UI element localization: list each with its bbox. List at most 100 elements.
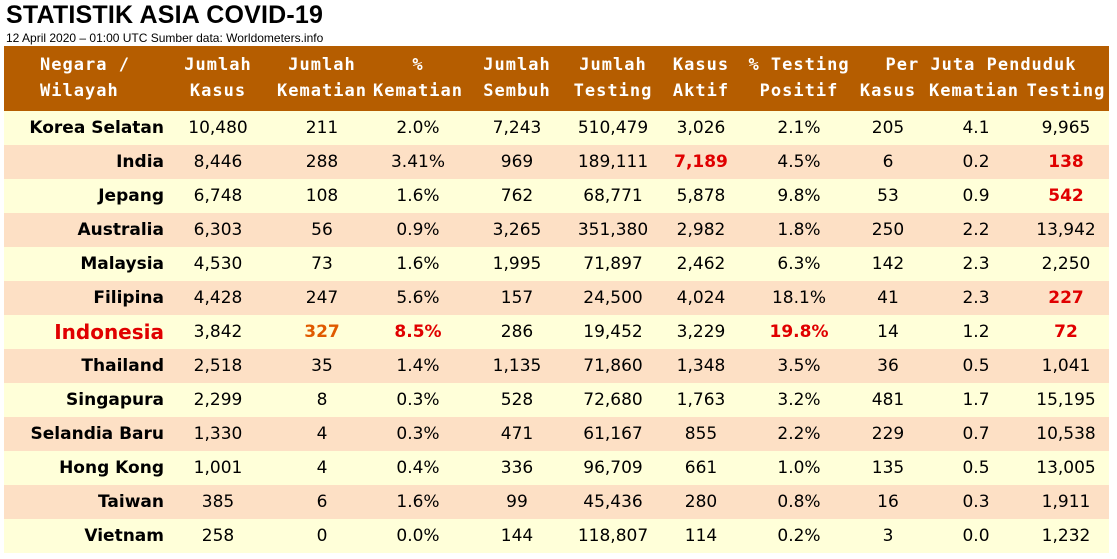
cell-pm-tests: 1,911 <box>1041 492 1091 512</box>
cell-pm-cases: 250 <box>871 220 905 240</box>
cell-active: 4,024 <box>676 288 726 308</box>
header-per-million: Per Juta Penduduk <box>885 55 1077 75</box>
cell-cases: 6,303 <box>193 220 243 240</box>
cell-active: 5,878 <box>676 186 726 206</box>
cell-pm-tests: 9,965 <box>1041 118 1091 138</box>
cell-pm-tests: 72 <box>1054 322 1078 342</box>
header-pm-deaths: Kematian <box>929 78 1019 104</box>
cell-pm-tests: 15,195 <box>1036 390 1096 410</box>
cell-active: 7,189 <box>674 152 728 172</box>
cell-pm-tests: 227 <box>1048 288 1084 308</box>
cell-pm-deaths: 0.0 <box>962 526 990 546</box>
cell-recovered: 1,135 <box>492 356 542 376</box>
cell-cases: 3,842 <box>193 322 243 342</box>
header-cases-line2: Kasus <box>189 81 247 101</box>
cell-pm-deaths: 4.1 <box>962 118 990 138</box>
cell-deaths: 4 <box>316 458 328 478</box>
cell-active: 1,763 <box>676 390 726 410</box>
cell-recovered: 528 <box>500 390 534 410</box>
header-deaths-line2: Kematian <box>277 81 367 101</box>
cell-pm-cases: 3 <box>882 526 894 546</box>
cell-tests: 510,479 <box>577 118 649 138</box>
cell-country: Malaysia <box>80 254 164 274</box>
table-row: Australia 6,303 56 0.9% 3,265 351,380 2,982 1.8… <box>4 213 1109 247</box>
cell-tests: 118,807 <box>577 526 649 546</box>
header-country: Negara / Wilayah <box>40 52 130 104</box>
table-row: Filipina 4,428 247 5.6% 157 24,500 4,024 18.1% 4… <box>4 281 1109 315</box>
header-country-line2: Wilayah <box>40 81 119 101</box>
cell-country: Korea Selatan <box>29 118 164 138</box>
cell-pm-deaths: 1.2 <box>962 322 990 342</box>
table-header: Negara / Wilayah Jumlah Kasus Jumlah Kem… <box>4 46 1109 111</box>
table-row: Jepang 6,748 108 1.6% 762 68,771 5,878 9.8% 53 0.… <box>4 179 1109 213</box>
cell-pm-cases: 41 <box>877 288 899 308</box>
cell-active: 661 <box>684 458 718 478</box>
cell-pm-cases: 229 <box>871 424 905 444</box>
header-death-pct-line1: % <box>412 55 424 75</box>
cell-deaths: 56 <box>311 220 333 240</box>
header-active-line1: Kasus <box>672 55 730 75</box>
cell-deaths: 288 <box>305 152 339 172</box>
header-deaths-line1: Jumlah <box>288 55 356 75</box>
cell-recovered: 3,265 <box>492 220 542 240</box>
cell-positive-pct: 1.0% <box>777 458 821 478</box>
table-body: Korea Selatan 10,480 211 2.0% 7,243 510,479 3,… <box>4 111 1109 553</box>
header-active-line2: Aktif <box>672 81 730 101</box>
cell-cases: 1,001 <box>193 458 243 478</box>
cell-pm-cases: 36 <box>877 356 899 376</box>
cell-tests: 68,771 <box>583 186 643 206</box>
table-row: India 8,446 288 3.41% 969 189,111 7,189 4.5% 6 0.… <box>4 145 1109 179</box>
cell-country: Indonesia <box>54 320 164 344</box>
header-pm-tests: Testing <box>1027 78 1106 104</box>
cell-country: Taiwan <box>98 492 164 512</box>
cell-pm-deaths: 2.3 <box>962 288 990 308</box>
cell-pm-cases: 53 <box>877 186 899 206</box>
cell-recovered: 762 <box>500 186 534 206</box>
cell-country: Singapura <box>66 390 164 410</box>
cell-recovered: 99 <box>506 492 528 512</box>
cell-tests: 19,452 <box>583 322 643 342</box>
cell-death-pct: 5.6% <box>396 288 440 308</box>
header-pm-tests-label: Testing <box>1026 81 1106 101</box>
cell-positive-pct: 3.5% <box>777 356 821 376</box>
header-positive-pct: % Testing Positif <box>748 52 849 104</box>
cell-death-pct: 0.9% <box>396 220 440 240</box>
cell-country: India <box>116 152 164 172</box>
cell-pm-cases: 142 <box>871 254 905 274</box>
cell-pm-deaths: 2.3 <box>962 254 990 274</box>
cell-cases: 2,518 <box>193 356 243 376</box>
cell-tests: 61,167 <box>583 424 643 444</box>
cell-active: 3,026 <box>676 118 726 138</box>
cell-country: Filipina <box>93 288 164 308</box>
header-pm-cases: Kasus <box>860 78 916 104</box>
cell-positive-pct: 6.3% <box>777 254 821 274</box>
cell-cases: 6,748 <box>193 186 243 206</box>
cell-death-pct: 3.41% <box>390 152 446 172</box>
cell-tests: 96,709 <box>583 458 643 478</box>
cell-positive-pct: 18.1% <box>771 288 827 308</box>
cell-pm-deaths: 0.5 <box>962 458 990 478</box>
cell-death-pct: 1.6% <box>396 492 440 512</box>
cell-tests: 351,380 <box>577 220 649 240</box>
table-row: Singapura 2,299 8 0.3% 528 72,680 1,763 3.2% 481… <box>4 383 1109 417</box>
cell-positive-pct: 0.2% <box>777 526 821 546</box>
cell-pm-cases: 6 <box>882 152 894 172</box>
cell-positive-pct: 3.2% <box>777 390 821 410</box>
header-deaths: Jumlah Kematian <box>277 52 367 104</box>
cell-recovered: 471 <box>500 424 534 444</box>
cell-recovered: 7,243 <box>492 118 542 138</box>
cell-pm-tests: 138 <box>1048 152 1084 172</box>
cell-positive-pct: 9.8% <box>777 186 821 206</box>
cell-active: 2,462 <box>676 254 726 274</box>
table-row: Thailand 2,518 35 1.4% 1,135 71,860 1,348 3.5% 3… <box>4 349 1109 383</box>
cell-deaths: 327 <box>304 322 340 342</box>
cell-tests: 71,897 <box>583 254 643 274</box>
cell-cases: 4,428 <box>193 288 243 308</box>
cell-pm-tests: 13,005 <box>1036 458 1096 478</box>
cell-positive-pct: 0.8% <box>777 492 821 512</box>
cell-pm-tests: 2,250 <box>1041 254 1091 274</box>
cell-death-pct: 2.0% <box>396 118 440 138</box>
cell-pm-cases: 16 <box>877 492 899 512</box>
header-pm-cases-label: Kasus <box>859 81 917 101</box>
cell-positive-pct: 2.1% <box>777 118 821 138</box>
